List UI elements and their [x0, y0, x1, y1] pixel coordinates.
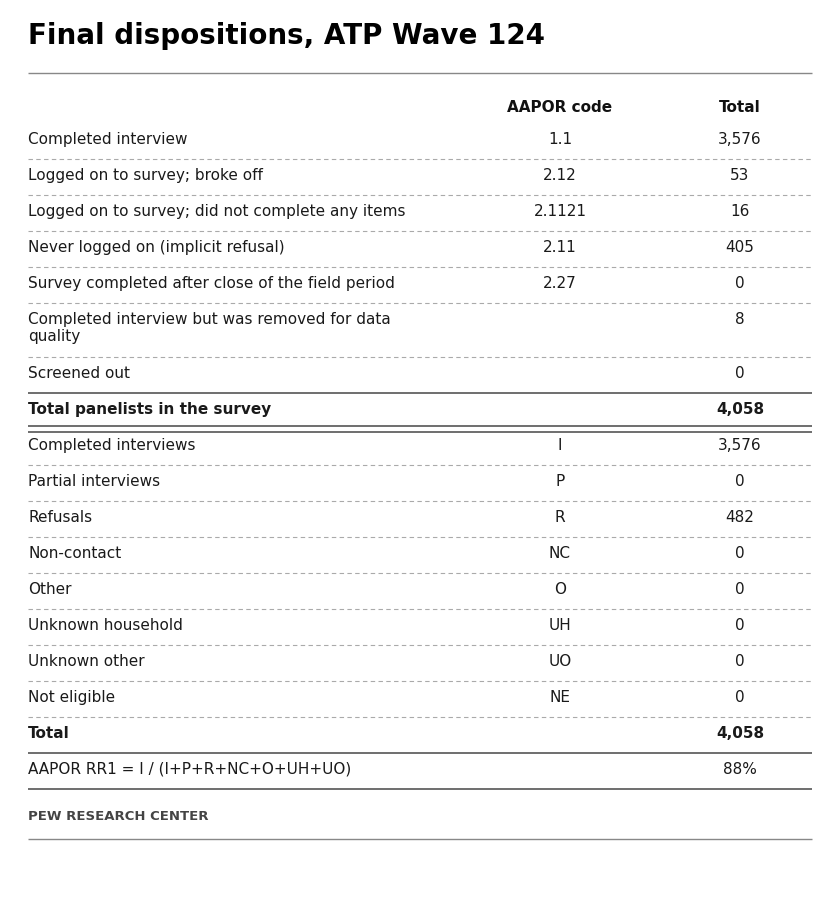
- Text: 0: 0: [735, 366, 745, 380]
- Text: Unknown household: Unknown household: [28, 618, 183, 632]
- Text: 0: 0: [735, 275, 745, 291]
- Text: Logged on to survey; did not complete any items: Logged on to survey; did not complete an…: [28, 204, 406, 219]
- Text: 2.27: 2.27: [543, 275, 577, 291]
- Text: 482: 482: [726, 509, 754, 525]
- Text: AAPOR RR1 = I / (I+P+R+NC+O+UH+UO): AAPOR RR1 = I / (I+P+R+NC+O+UH+UO): [28, 761, 351, 777]
- Text: Unknown other: Unknown other: [28, 653, 144, 668]
- Text: O: O: [554, 582, 566, 596]
- Text: 2.11: 2.11: [543, 239, 577, 255]
- Text: 4,058: 4,058: [716, 402, 764, 416]
- Text: 88%: 88%: [723, 761, 757, 777]
- Text: Survey completed after close of the field period: Survey completed after close of the fiel…: [28, 275, 395, 291]
- Text: PEW RESEARCH CENTER: PEW RESEARCH CENTER: [28, 809, 208, 822]
- Text: 16: 16: [730, 204, 749, 219]
- Text: 2.12: 2.12: [543, 168, 577, 182]
- Text: 0: 0: [735, 545, 745, 561]
- Text: UO: UO: [549, 653, 572, 668]
- Text: Refusals: Refusals: [28, 509, 92, 525]
- Text: Completed interview but was removed for data
quality: Completed interview but was removed for …: [28, 312, 391, 344]
- Text: Not eligible: Not eligible: [28, 689, 115, 704]
- Text: Completed interview: Completed interview: [28, 132, 187, 147]
- Text: Final dispositions, ATP Wave 124: Final dispositions, ATP Wave 124: [28, 22, 545, 50]
- Text: 0: 0: [735, 473, 745, 489]
- Text: 0: 0: [735, 653, 745, 668]
- Text: Total panelists in the survey: Total panelists in the survey: [28, 402, 271, 416]
- Text: 0: 0: [735, 618, 745, 632]
- Text: 0: 0: [735, 582, 745, 596]
- Text: 3,576: 3,576: [718, 438, 762, 452]
- Text: Partial interviews: Partial interviews: [28, 473, 160, 489]
- Text: Never logged on (implicit refusal): Never logged on (implicit refusal): [28, 239, 285, 255]
- Text: Completed interviews: Completed interviews: [28, 438, 196, 452]
- Text: Total: Total: [719, 100, 761, 115]
- Text: 4,058: 4,058: [716, 725, 764, 740]
- Text: NC: NC: [549, 545, 571, 561]
- Text: 1.1: 1.1: [548, 132, 572, 147]
- Text: P: P: [555, 473, 564, 489]
- Text: 2.1121: 2.1121: [533, 204, 586, 219]
- Text: 405: 405: [726, 239, 754, 255]
- Text: 8: 8: [735, 312, 745, 327]
- Text: Screened out: Screened out: [28, 366, 130, 380]
- Text: 3,576: 3,576: [718, 132, 762, 147]
- Text: R: R: [554, 509, 565, 525]
- Text: Logged on to survey; broke off: Logged on to survey; broke off: [28, 168, 263, 182]
- Text: 0: 0: [735, 689, 745, 704]
- Text: Non-contact: Non-contact: [28, 545, 121, 561]
- Text: 53: 53: [730, 168, 749, 182]
- Text: NE: NE: [549, 689, 570, 704]
- Text: Other: Other: [28, 582, 71, 596]
- Text: AAPOR code: AAPOR code: [507, 100, 612, 115]
- Text: Total: Total: [28, 725, 70, 740]
- Text: UH: UH: [549, 618, 571, 632]
- Text: I: I: [558, 438, 562, 452]
